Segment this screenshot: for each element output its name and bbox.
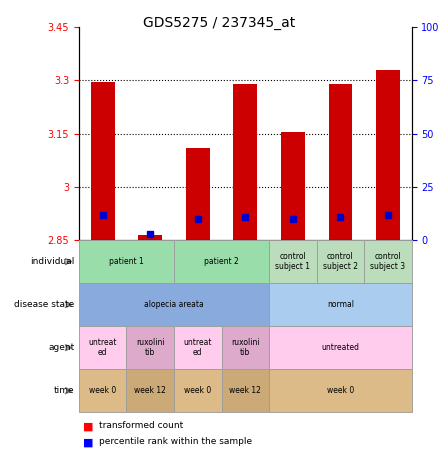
Bar: [138, 235, 162, 240]
Text: control
subject 3: control subject 3: [371, 252, 406, 271]
Text: week 12: week 12: [230, 386, 261, 395]
Text: week 12: week 12: [134, 386, 166, 395]
Bar: [328, 84, 352, 240]
Text: ■: ■: [83, 437, 94, 447]
Text: alopecia areata: alopecia areata: [144, 300, 204, 309]
Text: ■: ■: [83, 421, 94, 431]
Text: ruxolini
tib: ruxolini tib: [136, 338, 165, 357]
Bar: [186, 148, 210, 240]
Text: week 0: week 0: [327, 386, 354, 395]
Text: time: time: [54, 386, 74, 395]
Bar: [91, 82, 114, 240]
Text: normal: normal: [327, 300, 354, 309]
Text: untreat
ed: untreat ed: [184, 338, 212, 357]
Bar: [233, 84, 257, 240]
Text: GDS5275 / 237345_at: GDS5275 / 237345_at: [143, 16, 295, 30]
Text: ruxolini
tib: ruxolini tib: [231, 338, 260, 357]
Text: individual: individual: [30, 257, 74, 266]
Text: disease state: disease state: [14, 300, 74, 309]
Text: patient 1: patient 1: [109, 257, 144, 266]
Bar: [281, 132, 305, 240]
Text: agent: agent: [48, 343, 74, 352]
Bar: [376, 70, 400, 240]
Text: untreated: untreated: [321, 343, 360, 352]
Text: patient 2: patient 2: [204, 257, 239, 266]
Text: untreat
ed: untreat ed: [88, 338, 117, 357]
Text: control
subject 1: control subject 1: [276, 252, 311, 271]
Text: control
subject 2: control subject 2: [323, 252, 358, 271]
Text: week 0: week 0: [184, 386, 212, 395]
Text: percentile rank within the sample: percentile rank within the sample: [99, 437, 252, 446]
Text: transformed count: transformed count: [99, 421, 183, 430]
Text: week 0: week 0: [89, 386, 116, 395]
